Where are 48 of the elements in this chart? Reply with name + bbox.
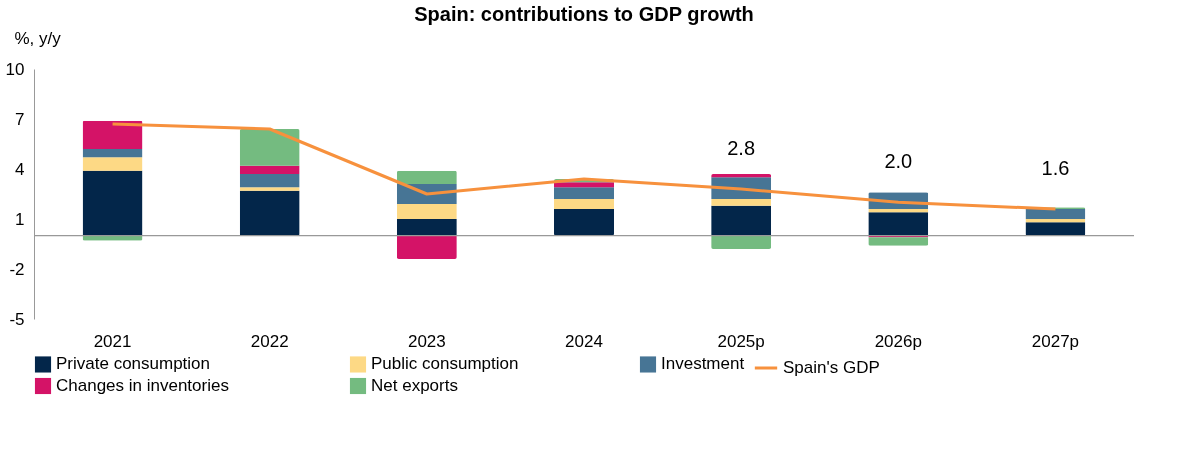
bar bbox=[396, 219, 457, 236]
bar bbox=[396, 235, 457, 259]
x-tick-label: 2023 bbox=[407, 331, 446, 351]
bar bbox=[554, 187, 614, 199]
bar bbox=[396, 204, 457, 219]
bar bbox=[1025, 209, 1086, 219]
x-tick-label: 2024 bbox=[565, 331, 603, 351]
x-tick-label: 2025p bbox=[717, 331, 765, 351]
x-tick-label: 2027p bbox=[1031, 331, 1080, 351]
legend-label: Private consumption bbox=[56, 354, 211, 374]
x-tick-label: 2026p bbox=[874, 331, 922, 351]
bar bbox=[1025, 222, 1086, 236]
y-tick-label: 7 bbox=[15, 109, 25, 129]
legend-label: Public consumption bbox=[371, 354, 519, 374]
chart-title: Spain: contributions to GDP growth bbox=[414, 3, 754, 25]
y-tick-label: 10 bbox=[5, 59, 25, 79]
x-tick-label: 2021 bbox=[93, 331, 132, 351]
data-label: 1.6 bbox=[1041, 157, 1070, 179]
bar bbox=[82, 170, 143, 236]
bar bbox=[554, 199, 614, 209]
bar bbox=[82, 149, 143, 158]
bar bbox=[711, 199, 772, 206]
y-tick-label: -5 bbox=[9, 309, 25, 329]
bar bbox=[868, 212, 929, 236]
bar bbox=[239, 174, 300, 188]
bar bbox=[239, 129, 300, 166]
legend-label: Net exports bbox=[371, 376, 458, 395]
data-label: 2.0 bbox=[884, 150, 913, 173]
x-tick-label: 2022 bbox=[250, 331, 289, 351]
bar bbox=[554, 209, 614, 236]
legend-label: Changes in inventories bbox=[56, 376, 229, 395]
bar bbox=[239, 190, 300, 236]
bar bbox=[239, 165, 300, 174]
bar bbox=[239, 187, 300, 191]
data-label: 2.8 bbox=[727, 137, 756, 159]
legend-label: Spain's GDP bbox=[783, 358, 880, 377]
bar bbox=[711, 235, 772, 249]
y-tick-label: 1 bbox=[15, 209, 25, 229]
legend-label: Investment bbox=[661, 354, 745, 374]
y-tick-label: -2 bbox=[9, 259, 25, 279]
bar bbox=[82, 157, 143, 171]
bar bbox=[82, 120, 143, 149]
bar bbox=[554, 182, 614, 188]
y-tick-label: 4 bbox=[15, 159, 25, 179]
bar bbox=[711, 205, 772, 236]
bar bbox=[396, 170, 457, 184]
y-axis-title: %, y/y bbox=[14, 28, 62, 48]
bar bbox=[868, 237, 929, 246]
